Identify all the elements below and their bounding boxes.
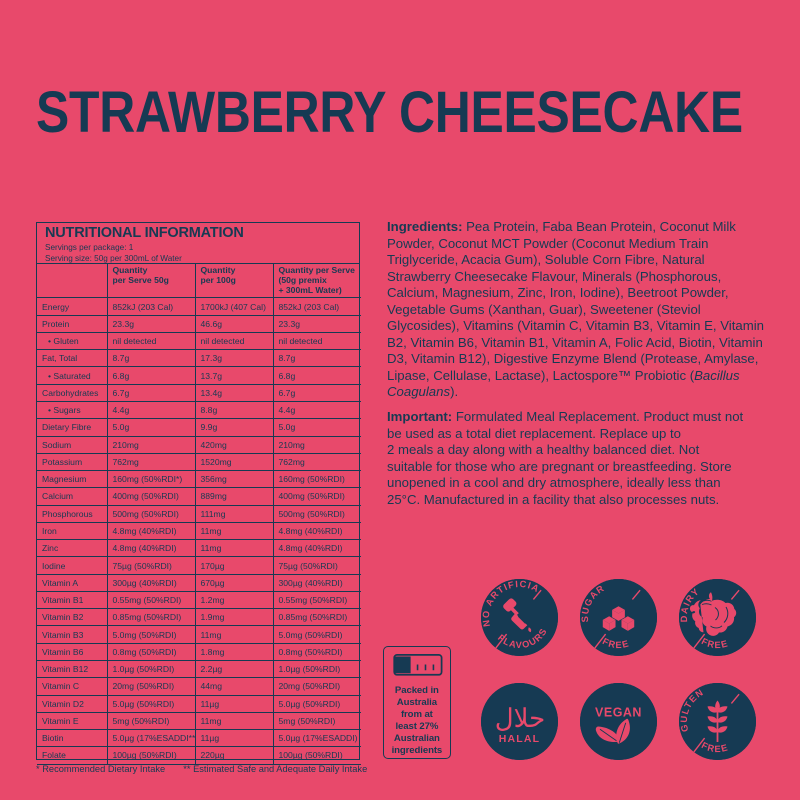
svg-text:VEGAN: VEGAN [595,704,642,719]
svg-text:HALAL: HALAL [498,733,540,745]
svg-text:حلال: حلال [495,703,545,733]
